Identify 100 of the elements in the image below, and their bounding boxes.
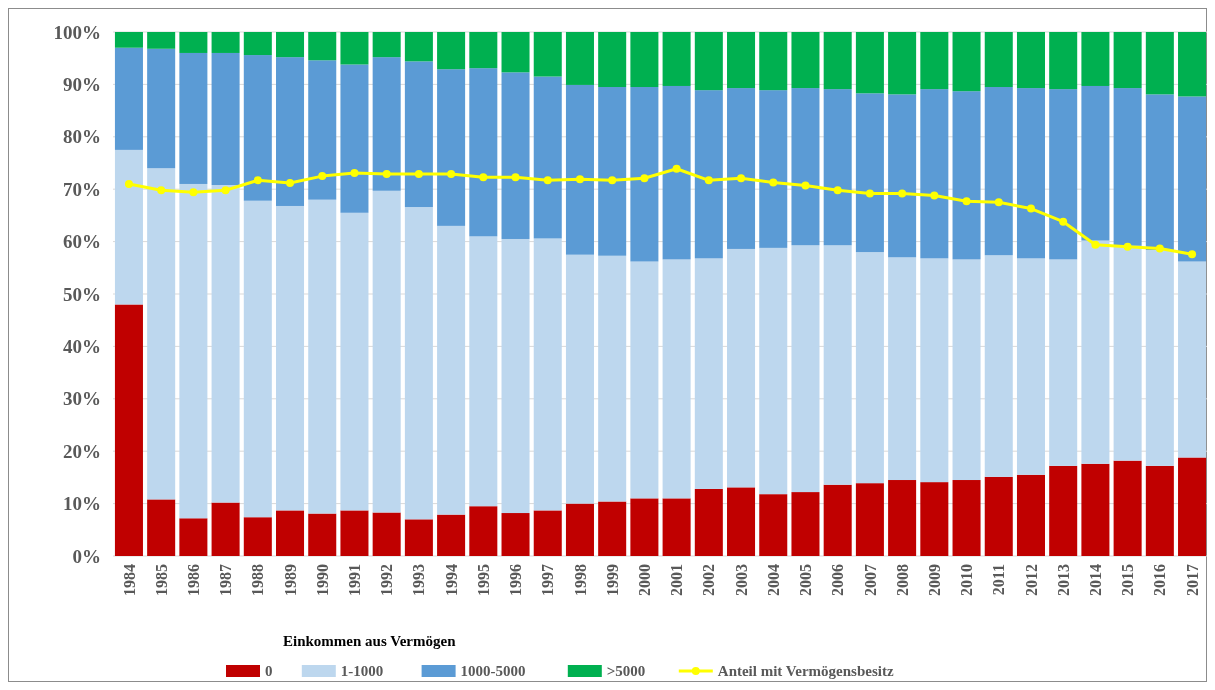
- bar: [211, 32, 240, 53]
- point: [447, 170, 456, 178]
- bar: [1049, 32, 1078, 90]
- legend-title: Einkommen aus Vermögen: [283, 633, 457, 649]
- y-tick-label: 80%: [63, 126, 101, 148]
- bar: [823, 32, 852, 90]
- bar: [469, 68, 498, 237]
- x-tick-label: 2012: [1022, 564, 1040, 596]
- bar: [662, 85, 691, 260]
- bar: [1049, 89, 1078, 260]
- bar: [276, 205, 305, 511]
- x-tick-label: 2015: [1119, 564, 1137, 596]
- x-tick-label: 2007: [861, 564, 879, 596]
- legend-label: 1000-5000: [460, 663, 526, 679]
- x-tick-label: 2000: [635, 564, 653, 596]
- bar: [759, 247, 788, 495]
- bar: [759, 494, 788, 556]
- bar: [114, 149, 143, 305]
- bar: [437, 32, 466, 70]
- bar: [147, 499, 176, 556]
- x-tick-label: 1988: [249, 564, 267, 596]
- bar: [1145, 249, 1174, 466]
- bar: [372, 512, 401, 556]
- bar: [984, 476, 1013, 556]
- bar: [920, 482, 949, 556]
- x-tick-label: 2001: [668, 564, 686, 596]
- bar: [114, 32, 143, 48]
- bar: [308, 32, 337, 61]
- bar: [1016, 258, 1045, 475]
- bar: [147, 32, 176, 49]
- point: [640, 174, 649, 183]
- point: [769, 178, 778, 187]
- bar: [1113, 245, 1142, 461]
- bar: [759, 90, 788, 248]
- bar: [952, 91, 981, 260]
- point: [479, 173, 488, 182]
- bar: [437, 514, 466, 556]
- bar: [308, 513, 337, 556]
- bar: [791, 88, 820, 246]
- x-tick-label: 2003: [732, 564, 750, 596]
- bar: [791, 245, 820, 493]
- bar: [243, 55, 272, 201]
- bar: [1145, 94, 1174, 250]
- bar: [630, 498, 659, 556]
- bar: [1145, 465, 1174, 556]
- bar: [1113, 460, 1142, 556]
- bar: [694, 258, 723, 489]
- bar: [823, 484, 852, 556]
- bar: [823, 245, 852, 485]
- bar: [147, 168, 176, 500]
- bar: [727, 88, 756, 249]
- bar: [114, 304, 143, 556]
- bar: [727, 32, 756, 89]
- bar: [533, 76, 562, 239]
- bar: [1145, 32, 1174, 95]
- x-tick-label: 1995: [474, 564, 492, 596]
- bar: [276, 510, 305, 556]
- y-tick-label: 60%: [63, 231, 101, 253]
- bar: [759, 32, 788, 91]
- x-tick-label: 1986: [184, 564, 202, 596]
- bar: [630, 261, 659, 499]
- bar: [211, 52, 240, 186]
- point: [930, 191, 939, 200]
- bar: [308, 199, 337, 514]
- bar: [855, 93, 884, 253]
- bar: [211, 502, 240, 556]
- bar: [855, 483, 884, 556]
- bar: [1016, 88, 1045, 259]
- point: [189, 188, 198, 197]
- bar: [1113, 32, 1142, 89]
- point: [1188, 250, 1197, 259]
- y-tick-label: 0%: [72, 545, 101, 567]
- bar: [565, 254, 594, 504]
- bar: [340, 32, 369, 65]
- bar: [437, 69, 466, 226]
- x-tick-label: 2009: [925, 564, 943, 596]
- point: [1091, 240, 1100, 249]
- bar: [952, 480, 981, 556]
- bar: [727, 487, 756, 556]
- y-tick-label: 50%: [63, 283, 101, 305]
- bar: [372, 190, 401, 513]
- bar: [1113, 88, 1142, 246]
- point: [608, 176, 617, 185]
- bar: [694, 32, 723, 91]
- bar: [662, 32, 691, 86]
- bar: [243, 200, 272, 518]
- bar: [179, 32, 208, 53]
- bar: [598, 501, 627, 556]
- bar: [1081, 32, 1110, 86]
- x-tick-label: 2006: [829, 564, 847, 596]
- bar: [694, 488, 723, 556]
- x-tick-label: 2016: [1151, 564, 1169, 596]
- y-tick-label: 20%: [63, 440, 101, 462]
- point: [801, 181, 810, 190]
- bar: [630, 87, 659, 262]
- x-tick-label: 1998: [571, 564, 589, 596]
- bar: [1178, 261, 1207, 458]
- bar: [404, 519, 433, 556]
- x-tick-label: 1999: [603, 564, 621, 596]
- x-tick-label: 2011: [990, 564, 1008, 596]
